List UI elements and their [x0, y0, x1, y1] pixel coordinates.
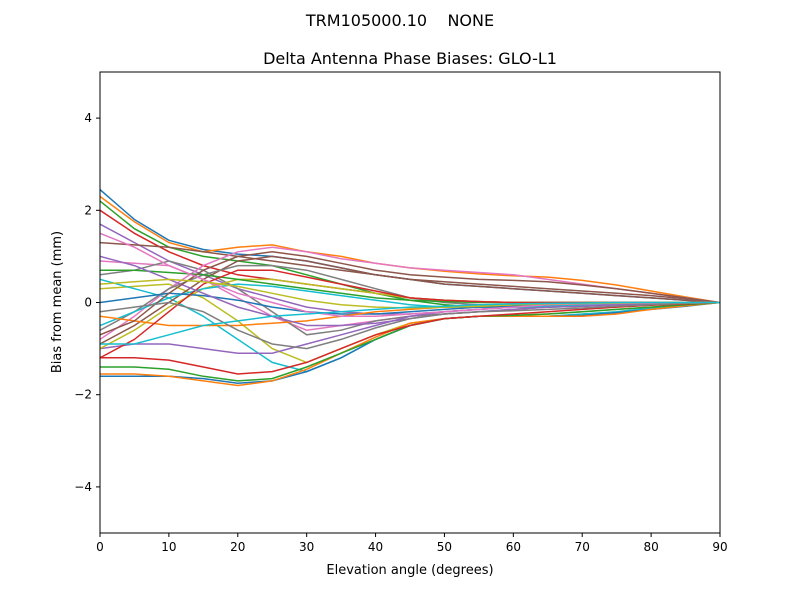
x-tick-label: 50: [437, 540, 452, 554]
x-tick-label: 30: [299, 540, 314, 554]
x-tick-label: 20: [230, 540, 245, 554]
x-tick-label: 10: [161, 540, 176, 554]
x-tick-label: 70: [575, 540, 590, 554]
x-axis-ticks: 0 10 20 30 40 50 60 70 80 90: [96, 533, 728, 554]
x-tick-label: 80: [643, 540, 658, 554]
x-tick-label: 40: [368, 540, 383, 554]
series-lines: [100, 189, 720, 387]
x-tick-label: 90: [712, 540, 727, 554]
y-tick-label: −2: [74, 388, 92, 402]
series-line-12: [100, 301, 720, 387]
y-tick-label: 2: [84, 203, 92, 217]
series-line-26: [100, 251, 720, 336]
y-tick-label: 4: [84, 111, 92, 125]
series-line-30: [100, 301, 720, 345]
y-axis-label: Bias from mean (mm): [50, 231, 65, 373]
x-axis-label: Elevation angle (degrees): [326, 563, 493, 578]
y-tick-label: 0: [84, 296, 92, 310]
y-tick-label: −4: [74, 480, 92, 494]
x-tick-label: 60: [506, 540, 521, 554]
series-line-14: [100, 301, 720, 375]
y-axis-ticks: −4 −2 0 2 4: [74, 111, 100, 494]
x-tick-label: 0: [96, 540, 104, 554]
chart-suptitle: TRM105000.10 NONE: [305, 11, 494, 30]
chart-title: Delta Antenna Phase Biases: GLO-L1: [263, 49, 557, 68]
series-line-28: [100, 301, 720, 350]
